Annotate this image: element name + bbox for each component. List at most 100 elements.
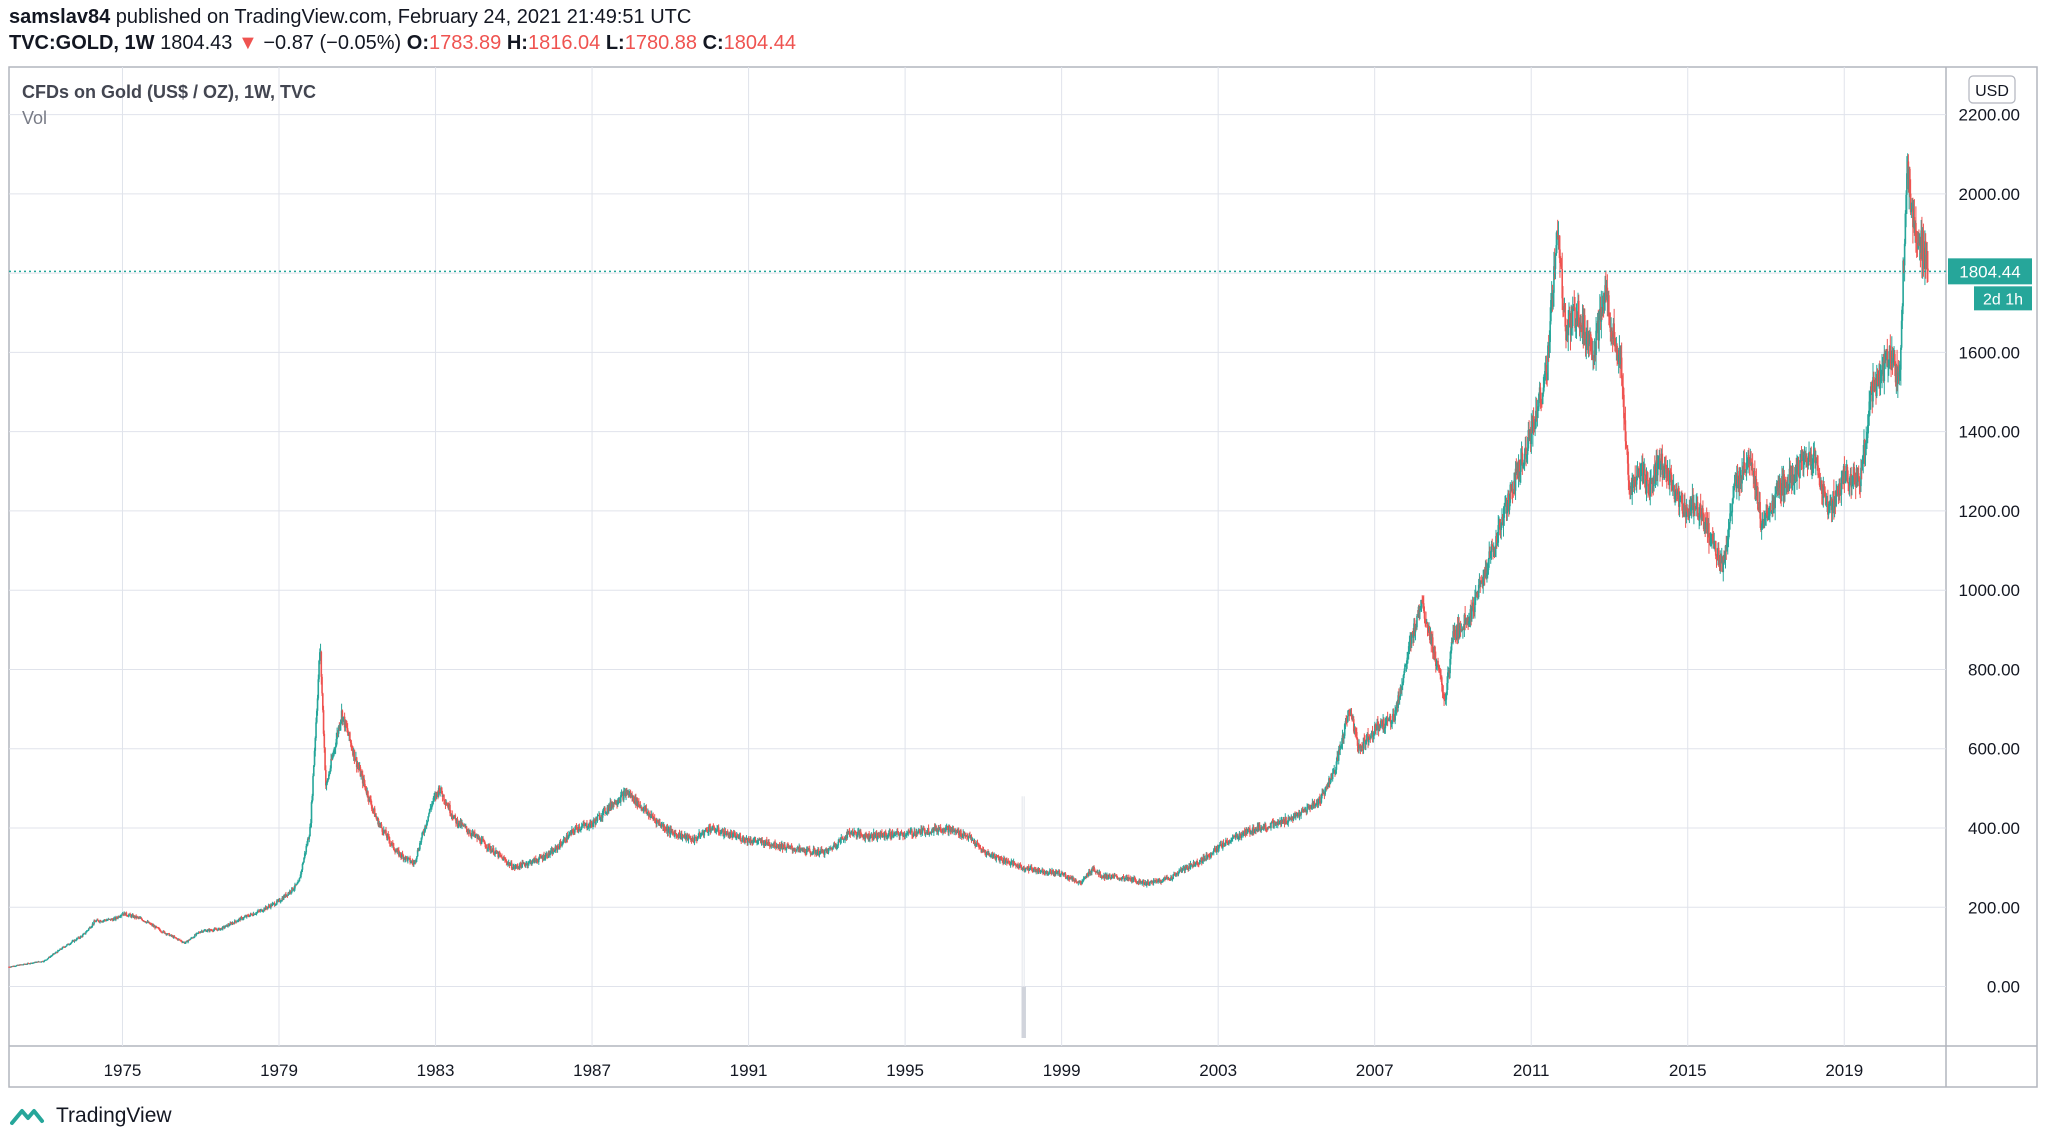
candle-body (891, 831, 894, 837)
candle-body (765, 839, 768, 844)
candle-body (882, 834, 885, 836)
candle-body (681, 835, 684, 839)
candle-body (428, 813, 430, 817)
candle-body (291, 887, 294, 891)
candle-body (525, 864, 527, 866)
candle-body (1021, 868, 1024, 870)
candle-body (1006, 861, 1009, 864)
candle-body (1249, 828, 1251, 834)
candle-body (501, 856, 503, 858)
candle-body (359, 767, 362, 777)
candle-body (256, 911, 259, 913)
candle-body (1497, 525, 1500, 543)
candle-body (604, 812, 607, 814)
candle-body (465, 826, 468, 830)
candle-body (1371, 730, 1374, 737)
candle-body (722, 829, 724, 836)
candle-body (761, 840, 764, 842)
candle-body (456, 819, 459, 826)
candle-body (1361, 745, 1363, 747)
candle-body (97, 920, 100, 922)
candle-body (1440, 675, 1442, 678)
candle-body (1850, 474, 1852, 488)
candle-body (1539, 387, 1542, 404)
candle-body (976, 842, 979, 845)
candle-body (1678, 498, 1681, 507)
candle-body (836, 845, 839, 847)
candle-body (503, 857, 505, 859)
candle-body (1091, 868, 1094, 870)
candle-body (337, 726, 340, 734)
candle-body (1486, 570, 1489, 574)
candle-body (652, 816, 654, 819)
candle-body (1346, 721, 1348, 723)
candle-body (1036, 869, 1038, 871)
candle-body (1054, 871, 1057, 875)
candle-body (85, 931, 88, 933)
candle-body (1520, 459, 1522, 472)
candle-body (130, 915, 133, 917)
candle-body (982, 850, 985, 852)
candle-body (381, 827, 384, 832)
candle-body (1556, 230, 1558, 246)
candle-body (1626, 448, 1629, 464)
candle-body (1797, 460, 1800, 475)
candle-body (433, 796, 435, 798)
candle-body (660, 824, 663, 827)
candle-body (1051, 870, 1053, 874)
candle-body (221, 926, 224, 930)
candle-body (1857, 473, 1860, 478)
candle-body (1110, 877, 1113, 879)
candle-body (852, 833, 855, 836)
candle-body (276, 900, 278, 904)
candle-body (835, 846, 838, 848)
candle-body (1757, 487, 1759, 510)
candle-body (402, 855, 405, 860)
candle-body (163, 931, 166, 934)
candle-body (1799, 459, 1801, 478)
candle-body (199, 932, 201, 934)
candle-body (1197, 864, 1200, 866)
candle-body (69, 943, 72, 945)
candle-body (111, 918, 113, 920)
candle-body (1278, 822, 1281, 824)
candle-body (1498, 522, 1501, 528)
author-name[interactable]: samslav84 (9, 6, 111, 28)
candle-body (1564, 303, 1567, 327)
candle-body (325, 782, 328, 786)
candle-body (267, 907, 269, 909)
candle-body (185, 941, 187, 944)
candle-body (623, 791, 625, 800)
candle-body (1868, 401, 1871, 417)
candle-body (1690, 505, 1693, 508)
candle-body (1198, 861, 1201, 865)
candle-body (1182, 867, 1184, 871)
candle-body (1039, 870, 1041, 873)
candle-body (460, 820, 463, 827)
candle-body (1839, 483, 1841, 494)
candle-body (752, 840, 755, 843)
candle-body (271, 903, 274, 906)
candle-body (242, 917, 245, 919)
candle-body (157, 927, 159, 929)
candle-body (1337, 749, 1340, 761)
candle-body (1046, 871, 1049, 875)
candle-body (1627, 463, 1630, 481)
candle-body (540, 856, 542, 858)
candle-body (1122, 876, 1125, 878)
candle-body (279, 899, 281, 902)
candle-body (1217, 848, 1220, 850)
candle-body (1450, 642, 1453, 651)
candle-body (1434, 646, 1436, 659)
candle-body (699, 834, 702, 838)
candle-body (1319, 802, 1322, 804)
candle-body (871, 833, 873, 839)
candle-body (121, 914, 123, 916)
candle-body (1410, 633, 1413, 644)
candle-body (708, 826, 711, 828)
candle-body (1824, 496, 1827, 505)
candle-body (1444, 698, 1446, 700)
candle-body (568, 833, 571, 835)
candle-body (1545, 365, 1548, 373)
